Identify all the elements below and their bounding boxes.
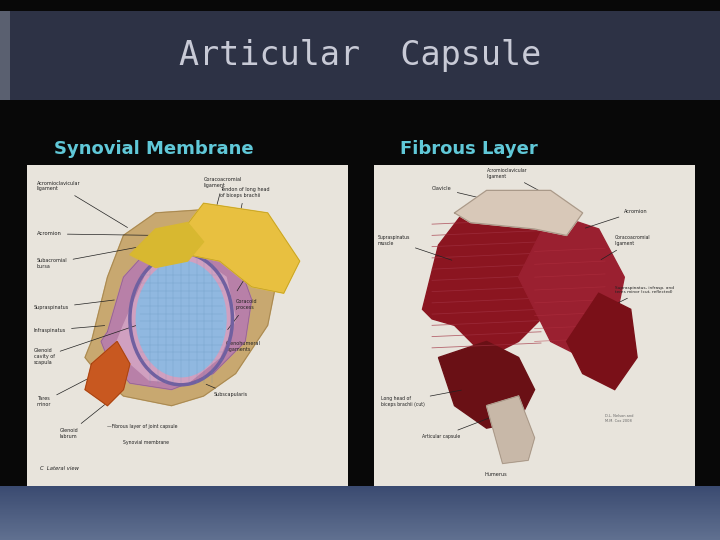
Bar — [0, 537, 720, 538]
Text: Supraspinatus: Supraspinatus — [34, 300, 114, 310]
Bar — [0, 486, 720, 487]
Polygon shape — [130, 222, 204, 267]
Polygon shape — [101, 235, 252, 390]
Bar — [0, 534, 720, 535]
Bar — [27, 165, 348, 486]
Bar — [0, 522, 720, 523]
Text: Acromioclavicular
ligament: Acromioclavicular ligament — [37, 180, 127, 227]
Polygon shape — [85, 341, 130, 406]
Bar — [0, 505, 720, 507]
Text: Tendon of long head
of biceps brachii: Tendon of long head of biceps brachii — [220, 187, 269, 233]
Text: Synovial membrane: Synovial membrane — [124, 440, 169, 445]
Bar — [374, 165, 695, 486]
Bar — [0, 535, 720, 536]
Text: Infraspinatus: Infraspinatus — [34, 326, 104, 333]
Bar — [0, 489, 720, 490]
Bar — [0, 502, 720, 503]
Bar — [0, 536, 720, 537]
Bar — [0, 530, 720, 531]
Bar — [0, 504, 720, 505]
Bar — [0, 496, 720, 497]
Polygon shape — [85, 210, 277, 406]
Bar — [0, 510, 720, 511]
Text: Fibrous Layer: Fibrous Layer — [400, 139, 537, 158]
Polygon shape — [454, 191, 582, 235]
Bar — [0, 518, 720, 519]
Polygon shape — [117, 255, 235, 383]
Polygon shape — [487, 396, 535, 463]
Text: Glenoid
cavity of
scapula: Glenoid cavity of scapula — [34, 320, 153, 365]
Bar — [0, 515, 720, 516]
Bar — [0, 500, 720, 501]
Text: Articular capsule: Articular capsule — [423, 416, 493, 439]
Bar — [0, 529, 720, 530]
Text: Glenohumeral
ligaments: Glenohumeral ligaments — [222, 341, 261, 356]
Bar — [0, 490, 720, 491]
Bar — [0, 516, 720, 517]
Polygon shape — [567, 293, 637, 390]
Text: Supraspinatus, infrasp. and
teres minor (cut, reflected): Supraspinatus, infrasp. and teres minor … — [608, 286, 674, 308]
Text: Subscapularis: Subscapularis — [206, 384, 247, 397]
Text: Coracohumeral
ligament: Coracohumeral ligament — [235, 258, 274, 291]
Bar — [0, 492, 720, 494]
Bar — [0, 499, 720, 500]
Text: Coracoacromial
ligament: Coracoacromial ligament — [204, 178, 242, 217]
Text: Long head of
biceps brachii (cut): Long head of biceps brachii (cut) — [381, 390, 462, 407]
Polygon shape — [423, 197, 567, 357]
Bar — [0, 507, 720, 508]
Bar — [0, 497, 720, 498]
Bar — [0, 498, 720, 499]
Bar — [0, 488, 720, 489]
Text: Supraspinatus
muscle: Supraspinatus muscle — [377, 235, 452, 260]
Bar — [0, 524, 720, 525]
Bar — [0, 513, 720, 514]
Text: Synovial Membrane: Synovial Membrane — [54, 139, 253, 158]
Bar — [0, 526, 720, 527]
Text: C  Lateral view: C Lateral view — [40, 466, 79, 471]
Bar — [0, 538, 720, 539]
Bar — [0, 519, 720, 521]
Bar — [0, 501, 720, 502]
Text: Clavicle: Clavicle — [246, 225, 266, 258]
Bar — [0, 508, 720, 509]
Text: Acromion: Acromion — [37, 231, 153, 237]
Text: Articular  Capsule: Articular Capsule — [179, 39, 541, 72]
Text: Coracoid
process: Coracoid process — [228, 300, 257, 329]
Text: Humerus: Humerus — [485, 472, 508, 477]
Bar — [0, 531, 720, 532]
Bar — [0, 539, 720, 540]
Polygon shape — [518, 213, 624, 357]
Bar — [0, 525, 720, 526]
Bar — [0, 487, 720, 488]
Bar — [0, 521, 720, 522]
Text: Acromioclavicular
ligament: Acromioclavicular ligament — [487, 168, 548, 195]
Bar — [0, 509, 720, 510]
Bar — [0, 532, 720, 534]
Bar — [0, 495, 720, 496]
Bar — [0, 528, 720, 529]
Bar — [0, 11, 10, 100]
Bar — [0, 511, 720, 512]
Text: Tares
minor: Tares minor — [37, 375, 95, 407]
Bar — [0, 514, 720, 515]
Bar — [0, 491, 720, 492]
Ellipse shape — [136, 261, 226, 377]
Bar — [0, 512, 720, 513]
Text: Clavicle: Clavicle — [432, 186, 500, 202]
Text: Subacromial
bursa: Subacromial bursa — [37, 246, 146, 268]
Bar — [0, 517, 720, 518]
Text: D.L. Nelson and
M.M. Cox 2008: D.L. Nelson and M.M. Cox 2008 — [605, 414, 634, 423]
Bar — [0, 523, 720, 524]
Bar — [0, 11, 720, 100]
Polygon shape — [438, 341, 535, 428]
Text: —Fibrous layer of joint capsule: —Fibrous layer of joint capsule — [107, 424, 178, 429]
Polygon shape — [171, 203, 300, 293]
Bar — [0, 503, 720, 504]
Text: Coracoacromial
ligament: Coracoacromial ligament — [601, 235, 650, 260]
Bar — [0, 527, 720, 528]
Text: Acromion: Acromion — [585, 209, 648, 228]
Text: Glenoid
labrum: Glenoid labrum — [59, 392, 121, 439]
Bar — [0, 494, 720, 495]
